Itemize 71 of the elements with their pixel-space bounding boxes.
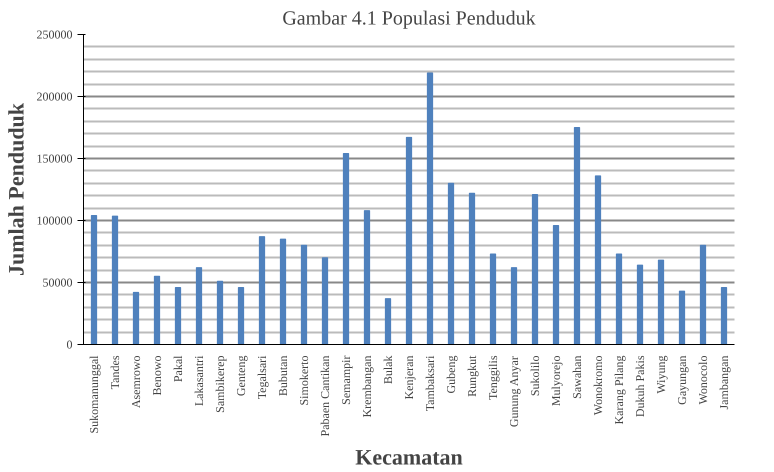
y-tick-label: 100000 xyxy=(36,214,72,228)
x-tick-label: Jambangan xyxy=(717,356,731,410)
x-tick-label: Semampir xyxy=(339,355,353,405)
x-tick-label: Sambikerep xyxy=(213,355,227,413)
bar xyxy=(636,264,644,344)
bar xyxy=(300,244,308,344)
x-tick-label: Tandes xyxy=(108,355,122,390)
x-tick-label: Wonocolo xyxy=(696,355,710,405)
x-tick-label: Kenjeran xyxy=(402,355,416,400)
bar xyxy=(342,153,350,344)
x-tick-label: Sukolilo xyxy=(528,355,542,396)
bar xyxy=(196,267,202,344)
x-tick-label: Lakasantri xyxy=(192,354,206,406)
y-tick-label: 50000 xyxy=(42,276,72,290)
x-tick-label: Tambaksari xyxy=(423,354,437,412)
bar xyxy=(678,290,686,344)
x-tick-label: Krembangan xyxy=(360,355,374,418)
bar xyxy=(426,72,434,344)
x-tick-label: Genteng xyxy=(234,355,248,396)
x-tick-label: Pabaen Cantikan xyxy=(318,355,332,436)
chart-title: Gambar 4.1 Populasi Penduduk xyxy=(282,8,536,30)
bar xyxy=(616,253,622,344)
bar xyxy=(406,136,412,344)
y-tick-label: 250000 xyxy=(36,28,72,42)
x-tick-label: Rungkut xyxy=(465,354,479,397)
bar xyxy=(490,253,496,344)
bar xyxy=(594,175,602,344)
bar xyxy=(552,224,560,344)
x-tick-label: Bulak xyxy=(381,355,395,384)
y-tick-label: 0 xyxy=(66,338,72,352)
bar xyxy=(216,280,224,344)
x-tick-label: Benowo xyxy=(150,355,164,396)
bar xyxy=(364,210,370,344)
x-axis-title: Kecamatan xyxy=(355,444,463,470)
bar xyxy=(154,276,160,344)
bar xyxy=(384,298,392,344)
x-tick-label: Gunung Anyar xyxy=(507,356,521,428)
x-tick-label: Asemrowo xyxy=(129,355,143,408)
bar xyxy=(322,257,328,344)
bar xyxy=(258,236,266,344)
bar xyxy=(238,286,244,344)
bar xyxy=(658,260,664,344)
bar xyxy=(280,238,286,344)
bar xyxy=(720,286,728,344)
bar xyxy=(90,215,98,344)
x-tick-label: Tegalsari xyxy=(255,354,269,400)
x-tick-label: Sawahan xyxy=(570,355,584,399)
y-axis-title: Jumlah Penduduk xyxy=(4,102,28,276)
x-tick-label: Simokerto xyxy=(297,356,311,406)
bar xyxy=(448,182,454,344)
x-tick-label: Wonokromo xyxy=(591,355,605,416)
x-tick-label: Karang Pilang xyxy=(612,356,626,424)
x-tick-label: Gubeng xyxy=(444,355,458,394)
x-tick-label: Sukomanunggal xyxy=(87,354,101,434)
y-tick-label: 150000 xyxy=(36,152,72,166)
bar xyxy=(532,194,538,344)
bar xyxy=(510,267,518,344)
x-tick-label: Pakal xyxy=(171,354,185,382)
bar xyxy=(468,192,476,344)
bar xyxy=(112,216,118,344)
bar xyxy=(132,292,140,344)
x-tick-label: Tenggilis xyxy=(486,355,500,400)
x-tick-label: Wiyung xyxy=(654,355,668,394)
x-tick-label: Gayungan xyxy=(675,355,689,405)
x-tick-label: Dukuh Pakis xyxy=(633,355,647,418)
bar xyxy=(174,286,182,344)
bar xyxy=(700,244,706,344)
x-tick-label: Bubutan xyxy=(276,355,290,396)
bar xyxy=(574,127,580,344)
x-tick-label: Mulyorejo xyxy=(549,355,563,406)
y-tick-label: 200000 xyxy=(36,90,72,104)
